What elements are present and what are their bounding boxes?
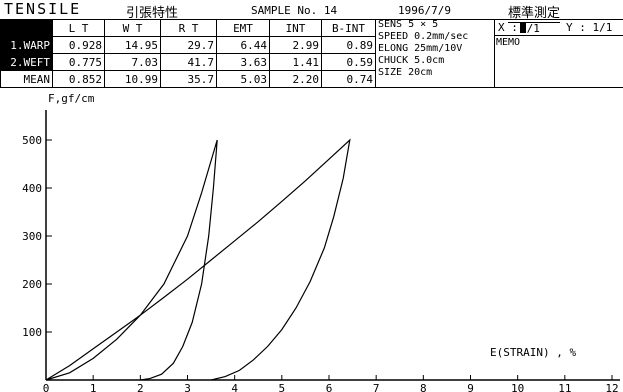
setting-chuck: CHUCK 5.0cm	[378, 55, 445, 66]
y-tick-label: 400	[22, 182, 42, 195]
x-tick-label: 0	[43, 382, 50, 392]
table-cell: 10.99	[104, 70, 161, 88]
table-cell: 6.44	[216, 36, 270, 54]
table-cell: 35.7	[160, 70, 217, 88]
x-axis-label: E(STRAIN) , %	[490, 346, 576, 359]
table-cell: 5.03	[216, 70, 270, 88]
table-row[interactable]: 2.WEFT 0.775 7.03 41.7 3.63 1.41 0.59	[0, 53, 376, 71]
x-tick-label: 6	[326, 382, 333, 392]
col-header: L T	[52, 19, 105, 37]
results-table: L T W T R T EMT INT B-INT 1.WARP 0.928 1…	[0, 19, 376, 88]
x-tick-label: 11	[558, 382, 571, 392]
setting-speed: SPEED 0.2mm/sec	[378, 31, 469, 42]
text-cursor	[520, 22, 526, 33]
y-axis-label: F,gf/cm	[48, 92, 95, 105]
col-header: B-INT	[321, 19, 376, 37]
table-cell: 0.852	[52, 70, 105, 88]
warp-curve	[45, 138, 351, 381]
test-type-label: 引張特性	[126, 6, 179, 21]
x-tick-label: 10	[511, 382, 524, 392]
x-coord-value: 1/1	[520, 22, 540, 35]
table-cell: 14.95	[104, 36, 161, 54]
weft-curve	[45, 139, 218, 381]
stress-strain-chart: F,gf/cm E(STRAIN) , % 100 200 300 400 500 0 1 2…	[0, 88, 623, 392]
row-label-warp[interactable]: 1.WARP	[0, 36, 53, 54]
y-tick-label: 300	[22, 230, 42, 243]
col-header: EMT	[216, 19, 270, 37]
table-cell: 3.63	[216, 53, 270, 71]
cursor-coordinates: X : 1/1 Y : 1/1	[494, 20, 623, 36]
table-cell: 2.20	[269, 70, 322, 88]
y-tick-label: 100	[22, 326, 42, 339]
x-tick-label: 7	[373, 382, 380, 392]
y-tick-label: 200	[22, 278, 42, 291]
table-cell: 2.99	[269, 36, 322, 54]
table-row[interactable]: 1.WARP 0.928 14.95 29.7 6.44 2.99 0.89	[0, 36, 376, 54]
row-label-weft[interactable]: 2.WEFT	[0, 53, 53, 71]
col-header: W T	[104, 19, 161, 37]
x-tick-label: 1	[90, 382, 97, 392]
x-tick-label: 9	[467, 382, 474, 392]
table-cell: 0.928	[52, 36, 105, 54]
test-settings: SENS 5 × 5 SPEED 0.2mm/sec ELONG 25mm/10…	[376, 19, 495, 87]
table-cell: 41.7	[160, 53, 217, 71]
sample-number: SAMPLE No. 14	[251, 4, 338, 17]
x-tick-label: 2	[137, 382, 144, 392]
table-cell: 0.74	[321, 70, 376, 88]
test-date: 1996/7/9	[398, 4, 451, 17]
col-header: R T	[160, 19, 217, 37]
table-header-row: L T W T R T EMT INT B-INT	[0, 19, 376, 37]
x-tick-label: 4	[231, 382, 238, 392]
table-cell: 0.775	[52, 53, 105, 71]
page-title: TENSILE	[4, 0, 82, 18]
table-cell: 0.89	[321, 36, 376, 54]
setting-size: SIZE 20cm	[378, 67, 433, 78]
table-corner	[0, 19, 53, 37]
y-coord: Y : 1/1	[566, 21, 613, 34]
measurement-mode: 標準測定	[508, 2, 561, 23]
table-cell: 1.41	[269, 53, 322, 71]
title-bar: TENSILE 引張特性 SAMPLE No. 14 1996/7/9 標準測定	[0, 0, 623, 23]
x-tick-label: 8	[420, 382, 427, 392]
memo-label[interactable]: MEMO	[496, 37, 521, 48]
setting-sens: SENS 5 × 5	[378, 19, 439, 30]
y-tick-label: 500	[22, 134, 42, 147]
table-row: MEAN 0.852 10.99 35.7 5.03 2.20 0.74	[0, 70, 376, 88]
x-tick-label: 3	[184, 382, 191, 392]
table-cell: 0.59	[321, 53, 376, 71]
divider	[0, 87, 623, 88]
x-tick-label: 12	[605, 382, 618, 392]
setting-elong: ELONG 25mm/10V	[378, 43, 463, 54]
col-header: INT	[269, 19, 322, 37]
table-cell: 7.03	[104, 53, 161, 71]
x-coord-label: X :	[498, 21, 518, 34]
row-label-mean: MEAN	[0, 70, 53, 88]
table-cell: 29.7	[160, 36, 217, 54]
x-tick-label: 5	[279, 382, 286, 392]
